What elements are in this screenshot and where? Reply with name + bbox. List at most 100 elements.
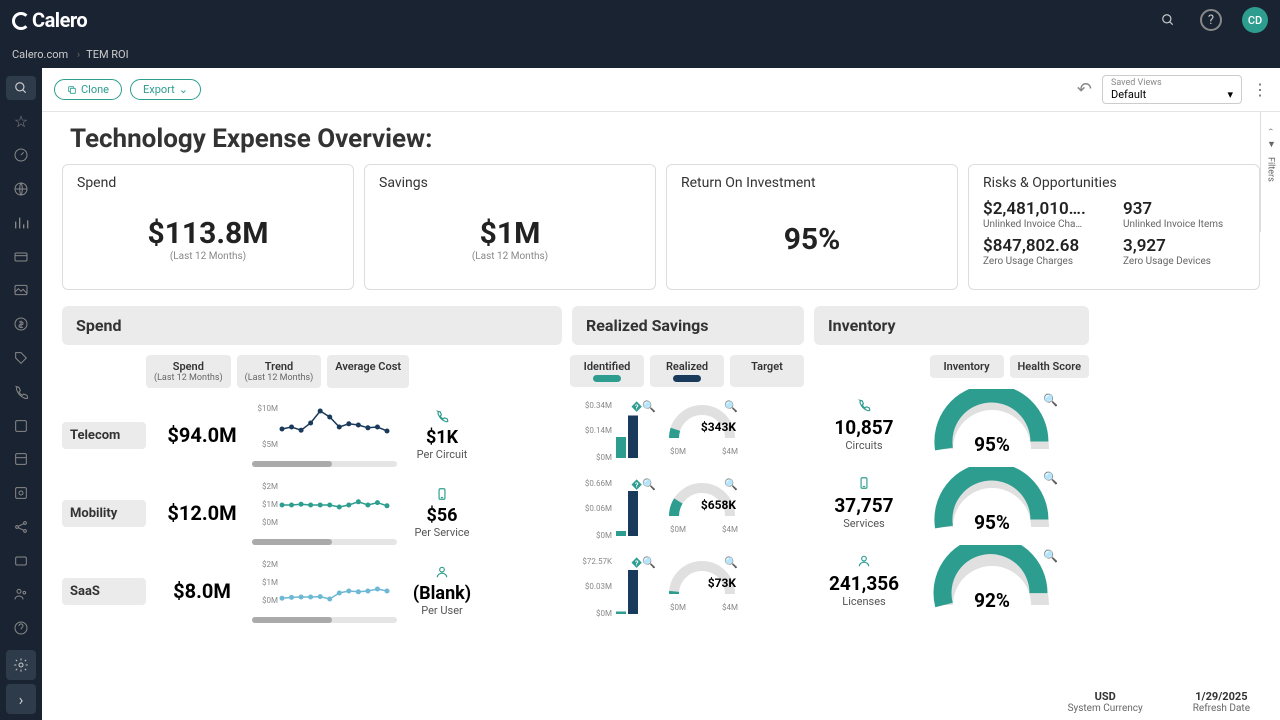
magnify-icon[interactable]: 🔍 xyxy=(1043,393,1058,407)
health-gauge[interactable]: 🔍 92% xyxy=(922,545,1062,617)
breadcrumb-item[interactable]: Calero.com xyxy=(12,48,68,61)
tab[interactable]: Spend(Last 12 Months) xyxy=(146,355,231,388)
magnify-icon[interactable]: �🔍 xyxy=(631,478,656,491)
card-icon[interactable] xyxy=(6,245,36,269)
svg-text:$0.66M: $0.66M xyxy=(585,479,612,488)
spend-row: Telecom $94.0M $10M$5M $1K Per Circuit xyxy=(62,396,562,474)
avg-cost: (Blank) Per User xyxy=(397,565,487,617)
box3-icon[interactable] xyxy=(6,481,36,505)
logo[interactable]: Calero xyxy=(12,8,87,32)
inventory-row: 241,356 Licenses 🔍 92% xyxy=(814,542,1089,620)
undo-icon[interactable]: ↶ xyxy=(1077,79,1092,100)
settings-icon[interactable] xyxy=(6,650,36,680)
kpi-row: Spend $113.8M (Last 12 Months) Savings $… xyxy=(62,164,1260,290)
chevron-down-icon: ▾ xyxy=(1227,88,1233,101)
svg-text:$0M: $0M xyxy=(262,518,278,527)
star-icon[interactable]: ☆ xyxy=(6,110,36,134)
share-icon[interactable] xyxy=(6,515,36,539)
svg-text:$0M: $0M xyxy=(596,609,612,618)
svg-text:$0M: $0M xyxy=(596,531,612,540)
box4-icon[interactable] xyxy=(6,549,36,573)
magnify-icon[interactable]: 🔍 xyxy=(724,556,738,569)
inventory-row: 10,857 Circuits 🔍 95% xyxy=(814,386,1089,464)
bar-chart[interactable]: �🔍 $72.57K $0.03M $0M xyxy=(572,554,658,626)
spend-row: SaaS $8.0M $2M$1M$0M (Blank) Per User xyxy=(62,552,562,630)
tab[interactable]: Inventory xyxy=(930,355,1004,378)
tab[interactable]: Realized xyxy=(650,355,724,387)
svg-text:$1M: $1M xyxy=(262,578,278,587)
magnify-icon[interactable]: 🔍 xyxy=(724,478,738,491)
tab[interactable]: Trend(Last 12 Months) xyxy=(237,355,322,388)
inventory-row: 37,757 Services 🔍 95% xyxy=(814,464,1089,542)
main-content: Clone Export ⌄ ↶ Saved Views Default▾ ⋮ … xyxy=(42,68,1280,720)
svg-text:$0.03M: $0.03M xyxy=(585,582,612,591)
sidebar: ☆ › xyxy=(0,68,42,720)
more-icon[interactable]: ⋮ xyxy=(1252,80,1268,99)
gauge-chart[interactable]: 🔍 $343K $0M $4M xyxy=(664,398,740,470)
svg-text:$2M: $2M xyxy=(262,560,278,569)
box-icon[interactable] xyxy=(6,414,36,438)
phone-icon[interactable] xyxy=(6,380,36,404)
avg-cost: $56 Per Service xyxy=(397,487,487,539)
svg-text:$1M: $1M xyxy=(262,500,278,509)
tab[interactable]: Average Cost xyxy=(327,355,409,388)
svg-text:$0.34M: $0.34M xyxy=(585,401,612,410)
help-icon[interactable]: ? xyxy=(1200,9,1222,31)
clone-button[interactable]: Clone xyxy=(54,79,122,100)
health-gauge[interactable]: 🔍 95% xyxy=(922,389,1062,461)
svg-text:$5M: $5M xyxy=(262,440,278,449)
kpi-savings: Savings $1M (Last 12 Months) xyxy=(364,164,656,290)
box2-icon[interactable] xyxy=(6,447,36,471)
svg-text:$2M: $2M xyxy=(262,482,278,491)
gauge-chart[interactable]: 🔍 $73K $0M $4M xyxy=(664,554,740,626)
magnify-icon[interactable]: �🔍 xyxy=(631,556,656,569)
chevron-down-icon: ⌄ xyxy=(179,83,188,96)
svg-text:$72.57K: $72.57K xyxy=(582,557,613,566)
spend-section: Spend Spend(Last 12 Months)Trend(Last 12… xyxy=(62,306,562,630)
search-icon[interactable] xyxy=(1156,8,1180,32)
inventory-section: Inventory InventoryHealth Score 10,857 C… xyxy=(814,306,1089,630)
savings-row: �🔍 $72.57K $0.03M $0M 🔍 $73K $0M $4M xyxy=(572,551,804,629)
magnify-icon[interactable]: 🔍 xyxy=(1043,549,1058,563)
magnify-icon[interactable]: 🔍 xyxy=(724,400,738,413)
expand-icon[interactable]: › xyxy=(6,684,36,714)
gauge-icon[interactable] xyxy=(6,144,36,168)
chart-icon[interactable] xyxy=(6,211,36,235)
tab[interactable]: Health Score xyxy=(1010,355,1090,378)
health-gauge[interactable]: 🔍 95% xyxy=(922,467,1062,539)
breadcrumb-item[interactable]: TEM ROI xyxy=(86,48,129,61)
gauge-chart[interactable]: 🔍 $658K $0M $4M xyxy=(664,476,740,548)
sidebar-search-icon[interactable] xyxy=(6,76,36,100)
avg-cost: $1K Per Circuit xyxy=(397,409,487,461)
inventory-stat: 10,857 Circuits xyxy=(814,398,914,452)
breadcrumb: Calero.com TEM ROI xyxy=(0,40,1280,68)
users-icon[interactable] xyxy=(6,582,36,606)
saved-views-dropdown[interactable]: Saved Views Default▾ xyxy=(1102,75,1242,104)
tab[interactable]: Target xyxy=(730,355,804,387)
bar-chart[interactable]: �🔍 $0.34M $0.14M $0M xyxy=(572,398,658,470)
avatar[interactable]: CD xyxy=(1242,7,1268,33)
toolbar: Clone Export ⌄ ↶ Saved Views Default▾ ⋮ xyxy=(42,68,1280,112)
spend-row: Mobility $12.0M $2M$1M$0M $56 Per Servic… xyxy=(62,474,562,552)
header: Calero ? CD xyxy=(0,0,1280,40)
kpi-risks: Risks & Opportunities $2,481,010….Unlink… xyxy=(968,164,1260,290)
globe-icon[interactable] xyxy=(6,177,36,201)
savings-row: �🔍 $0.66M $0.06M $0M 🔍 $658K $0M $4M xyxy=(572,473,804,551)
page-title: Technology Expense Overview: xyxy=(70,124,1260,154)
savings-section: Realized Savings IdentifiedRealizedTarge… xyxy=(572,306,804,630)
tag-icon[interactable] xyxy=(6,346,36,370)
trend-chart[interactable]: $10M$5M xyxy=(252,399,397,471)
trend-chart[interactable]: $2M$1M$0M xyxy=(252,555,397,627)
trend-chart[interactable]: $2M $1M $0M xyxy=(252,477,397,549)
tab[interactable]: Identified xyxy=(570,355,644,387)
svg-text:$0.06M: $0.06M xyxy=(585,504,612,513)
image-icon[interactable] xyxy=(6,279,36,303)
bar-chart[interactable]: �🔍 $0.66M $0.06M $0M xyxy=(572,476,658,548)
magnify-icon[interactable]: �🔍 xyxy=(631,400,656,413)
svg-text:$0M: $0M xyxy=(596,453,612,462)
magnify-icon[interactable]: 🔍 xyxy=(1043,471,1058,485)
question-icon[interactable] xyxy=(6,616,36,640)
dollar-icon[interactable] xyxy=(6,312,36,336)
savings-row: �🔍 $0.34M $0.14M $0M 🔍 $343K $0M $4M xyxy=(572,395,804,473)
export-button[interactable]: Export ⌄ xyxy=(130,79,201,100)
